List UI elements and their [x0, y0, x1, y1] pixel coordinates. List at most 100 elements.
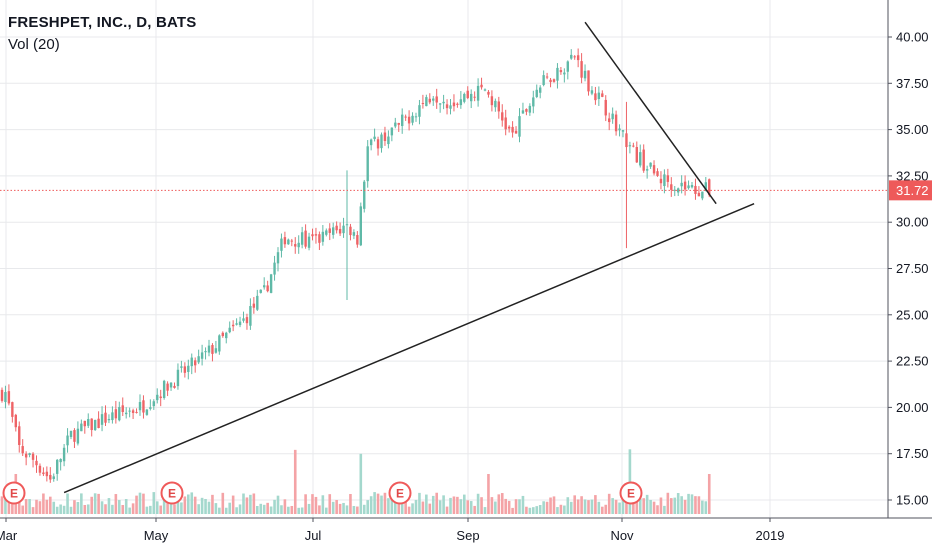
volume-bar	[594, 495, 597, 514]
volume-bar	[442, 495, 445, 514]
volume-bar	[466, 500, 470, 514]
candle-body	[300, 232, 304, 245]
candle-body	[325, 230, 328, 235]
candle-body	[52, 476, 55, 479]
volume-bar	[287, 506, 290, 514]
volume-bar	[162, 498, 166, 514]
candle-body	[238, 321, 242, 326]
chart-legend: FRESHPET, INC., D, BATS Vol (20)	[8, 12, 197, 56]
earnings-marker[interactable]: E	[160, 481, 184, 505]
earnings-marker[interactable]: E	[388, 481, 412, 505]
volume-bar	[304, 494, 307, 514]
candle-body	[566, 61, 569, 72]
volume-bar	[449, 497, 452, 514]
candle-body	[369, 139, 373, 146]
volume-bar	[397, 497, 401, 514]
candle-body	[0, 389, 4, 401]
candle-body	[535, 89, 538, 97]
candle-body	[576, 55, 580, 61]
volume-bar	[238, 504, 242, 514]
volume-bar	[673, 497, 677, 514]
volume-bar	[11, 500, 14, 514]
last-price-tag: 31.72	[889, 180, 932, 201]
candle-body	[542, 75, 545, 85]
candle-body	[169, 382, 173, 388]
candle-body	[604, 99, 607, 116]
volume-bar	[676, 493, 680, 514]
volume-bar	[583, 499, 587, 514]
volume-bar	[4, 499, 7, 514]
price-axis[interactable]: 15.00 17.50 20.00 22.50 25.00 27.50 30.00 32.50…	[0, 0, 932, 543]
candle-body	[35, 460, 38, 466]
candle-body	[552, 79, 556, 82]
volume-bar	[587, 500, 590, 514]
price-tick-label: 40.00	[896, 30, 929, 45]
candle-body	[418, 105, 421, 117]
price-tick-label: 32.50	[896, 168, 929, 183]
volume-bar	[690, 494, 694, 514]
trendlines[interactable]	[63, 21, 755, 494]
candle-body	[590, 90, 594, 94]
time-tick-label: Sep	[456, 528, 479, 543]
volume-bar	[590, 499, 594, 514]
candle-body	[387, 136, 390, 145]
volume-bar	[635, 498, 639, 514]
candle-body	[539, 87, 542, 93]
volume-bar	[193, 496, 197, 514]
volume-bar	[445, 506, 449, 514]
candle-body	[435, 96, 438, 103]
price-tick-label: 30.00	[896, 215, 929, 230]
candle-body	[207, 345, 211, 353]
volume-bar	[204, 498, 207, 514]
volume-bar	[404, 501, 407, 514]
symbol-title: FRESHPET, INC., D, BATS	[8, 14, 197, 31]
volume-bar	[549, 497, 552, 514]
volume-bar	[500, 493, 504, 514]
time-tick-label: Nov	[610, 528, 634, 543]
candle-body	[273, 262, 276, 275]
candle-body	[162, 380, 166, 398]
volume-bar	[0, 496, 4, 514]
volume-bar	[245, 497, 249, 514]
candle-body	[383, 132, 387, 142]
volume-bar	[349, 494, 352, 514]
trendline-resistance[interactable]	[584, 21, 717, 205]
volume-bar	[380, 495, 383, 514]
candle-body	[166, 383, 169, 391]
candle-body	[31, 453, 35, 460]
candle-body	[114, 409, 118, 419]
candle-body	[87, 419, 90, 426]
candle-body	[90, 418, 93, 431]
volume-bar	[256, 505, 259, 514]
candle-body	[690, 185, 694, 188]
volume-bar	[459, 499, 463, 514]
volume-bar	[666, 492, 670, 514]
volume-bar	[214, 503, 218, 514]
volume-bar	[597, 501, 601, 514]
volume-bar	[659, 497, 663, 514]
volume-bar	[418, 492, 421, 514]
candle-body	[594, 93, 597, 101]
volume-bar	[325, 507, 328, 514]
earnings-marker[interactable]: E	[2, 481, 26, 505]
volume-bar	[618, 502, 621, 514]
volume-bar	[390, 492, 394, 514]
candle-body	[628, 145, 632, 147]
candle-body	[456, 103, 459, 105]
trendline-support[interactable]	[63, 202, 755, 494]
candle-body	[176, 369, 180, 387]
candle-body	[597, 92, 601, 100]
volume-bar	[645, 494, 649, 514]
candle-body	[263, 285, 266, 288]
candle-body	[404, 116, 407, 118]
candle-body	[459, 99, 463, 106]
earnings-marker[interactable]: E	[619, 481, 643, 505]
volume-bar	[24, 499, 28, 514]
candle-body	[211, 345, 214, 354]
candle-body	[69, 430, 73, 438]
candle-body	[587, 70, 590, 92]
volume-bar	[638, 498, 642, 514]
